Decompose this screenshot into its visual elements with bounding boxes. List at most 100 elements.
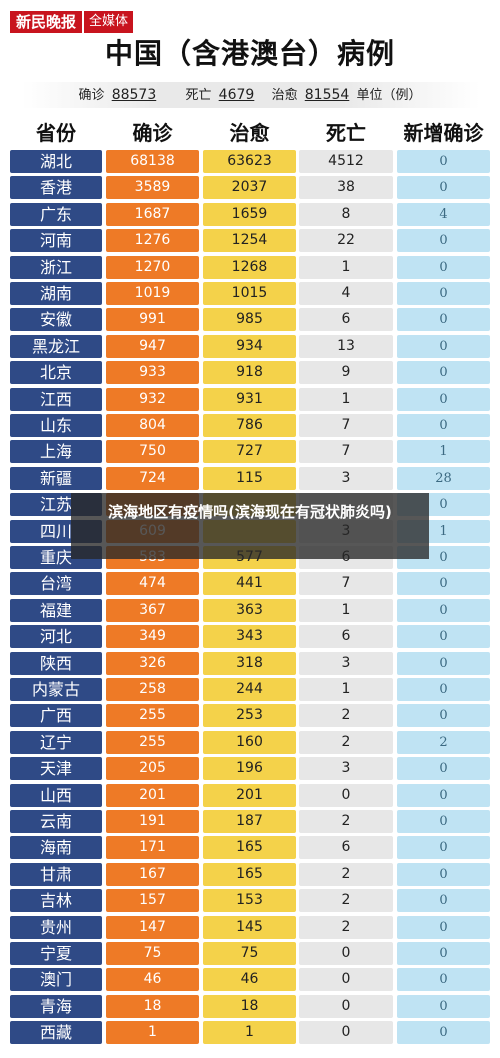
cell-province: 陕西 — [10, 651, 102, 675]
cell-cured: 985 — [203, 308, 296, 332]
cell-province: 内蒙古 — [10, 678, 102, 701]
table-row: 海南 171 165 6 0 — [0, 836, 500, 860]
cell-deaths: 8 — [299, 202, 393, 226]
cell-province: 台湾 — [10, 572, 102, 596]
cell-confirmed: 1 — [106, 1021, 199, 1045]
table-row: 云南 191 187 2 0 — [0, 810, 500, 833]
cell-cured: 75 — [203, 942, 296, 965]
cell-new-cases: 0 — [397, 414, 490, 437]
cell-new-cases: 0 — [397, 308, 490, 332]
cell-deaths: 6 — [299, 308, 393, 332]
cell-confirmed: 933 — [106, 361, 199, 385]
cell-province: 宁夏 — [10, 942, 102, 965]
cell-cured: 165 — [203, 862, 296, 886]
cell-cured: 63623 — [203, 150, 296, 173]
cell-cured: 244 — [203, 678, 296, 701]
cell-confirmed: 724 — [106, 466, 199, 490]
summary-bar-background — [22, 82, 480, 108]
table-row: 西藏 1 1 0 0 — [0, 1021, 500, 1045]
cell-new-cases: 28 — [397, 466, 490, 490]
cell-deaths: 2 — [299, 889, 393, 913]
cell-cured: 786 — [203, 414, 296, 437]
cell-new-cases: 0 — [397, 598, 490, 622]
cell-province: 江西 — [10, 387, 102, 411]
table-row: 香港 3589 2037 38 0 — [0, 176, 500, 200]
cell-cured: 18 — [203, 994, 296, 1018]
table-row: 上海 750 727 7 1 — [0, 440, 500, 464]
header-deaths: 死亡 — [326, 121, 366, 145]
cell-confirmed: 205 — [106, 757, 199, 781]
cell-confirmed: 46 — [106, 968, 199, 992]
table-row: 甘肃 167 165 2 0 — [0, 862, 500, 886]
cell-cured: 318 — [203, 651, 296, 675]
cell-province: 湖北 — [10, 150, 102, 173]
cell-cured: 1 — [203, 1021, 296, 1045]
logo-subtext: 全媒体 — [84, 11, 134, 33]
cured-total: 81554 — [304, 87, 350, 103]
table-row: 安徽 991 985 6 0 — [0, 308, 500, 332]
cell-deaths: 2 — [299, 862, 393, 886]
caption-overlay — [71, 493, 429, 559]
cell-cured: 1659 — [203, 202, 296, 226]
cell-new-cases: 0 — [397, 334, 490, 358]
cell-cured: 46 — [203, 968, 296, 992]
cell-confirmed: 18 — [106, 994, 199, 1018]
cell-cured: 160 — [203, 730, 296, 754]
cell-cured: 1015 — [203, 282, 296, 305]
cell-province: 山西 — [10, 783, 102, 807]
cell-province: 贵州 — [10, 915, 102, 939]
cell-cured: 441 — [203, 572, 296, 596]
cell-new-cases: 0 — [397, 889, 490, 913]
cell-confirmed: 157 — [106, 889, 199, 913]
table-row: 湖南 1019 1015 4 0 — [0, 282, 500, 305]
cell-deaths: 6 — [299, 625, 393, 649]
cell-deaths: 0 — [299, 994, 393, 1018]
cell-confirmed: 191 — [106, 810, 199, 833]
cell-deaths: 0 — [299, 968, 393, 992]
cell-new-cases: 0 — [397, 387, 490, 411]
cell-cured: 196 — [203, 757, 296, 781]
table-row: 湖北 68138 63623 4512 0 — [0, 150, 500, 173]
header-province: 省份 — [36, 121, 76, 145]
cell-new-cases: 0 — [397, 994, 490, 1018]
table-row: 辽宁 255 160 2 2 — [0, 730, 500, 754]
cell-new-cases: 0 — [397, 704, 490, 728]
summary-line: 确诊 88573 死亡 4679 治愈 81554 单位（例） — [0, 84, 500, 103]
cell-confirmed: 1019 — [106, 282, 199, 305]
cell-cured: 253 — [203, 704, 296, 728]
header-confirmed: 确诊 — [132, 121, 173, 145]
page-title: 中国（含港澳台）病例 — [104, 37, 395, 70]
cell-confirmed: 804 — [106, 414, 199, 437]
cell-province: 辽宁 — [10, 730, 102, 754]
cell-province: 广东 — [10, 202, 102, 226]
table-row: 北京 933 918 9 0 — [0, 361, 500, 385]
cell-new-cases: 0 — [397, 625, 490, 649]
cell-deaths: 3 — [299, 651, 393, 675]
cell-confirmed: 367 — [106, 598, 199, 622]
cell-new-cases: 0 — [397, 942, 490, 965]
cell-cured: 363 — [203, 598, 296, 622]
cell-province: 北京 — [10, 361, 102, 385]
cell-deaths: 4512 — [299, 150, 393, 173]
cell-province: 青海 — [10, 994, 102, 1018]
table-row: 贵州 147 145 2 0 — [0, 915, 500, 939]
cell-confirmed: 932 — [106, 387, 199, 411]
cell-deaths: 38 — [299, 176, 393, 200]
cell-deaths: 22 — [299, 229, 393, 253]
cell-province: 河北 — [10, 625, 102, 649]
cell-new-cases: 0 — [397, 572, 490, 596]
cell-confirmed: 258 — [106, 678, 199, 701]
table-row: 陕西 326 318 3 0 — [0, 651, 500, 675]
cell-deaths: 2 — [299, 915, 393, 939]
cell-confirmed: 991 — [106, 308, 199, 332]
table-row: 青海 18 18 0 0 — [0, 994, 500, 1018]
cell-province: 山东 — [10, 414, 102, 437]
cell-province: 澳门 — [10, 968, 102, 992]
cell-cured: 931 — [203, 387, 296, 411]
cell-deaths: 2 — [299, 730, 393, 754]
cell-province: 湖南 — [10, 282, 102, 305]
confirmed-label: 确诊 — [78, 88, 105, 103]
cell-deaths: 1 — [299, 255, 393, 279]
cell-deaths: 3 — [299, 757, 393, 781]
cell-confirmed: 255 — [106, 730, 199, 754]
